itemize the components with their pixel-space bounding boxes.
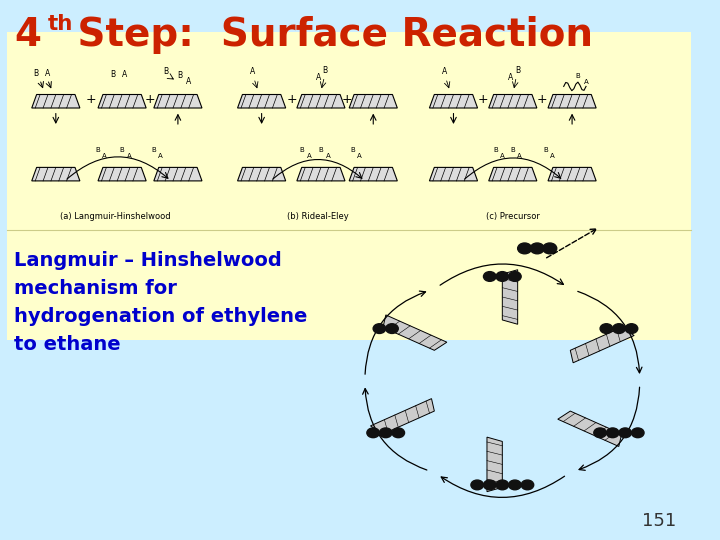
Polygon shape (558, 411, 621, 447)
Text: B: B (163, 67, 168, 76)
Text: A: A (127, 153, 132, 159)
Text: B: B (177, 71, 183, 80)
Polygon shape (32, 167, 80, 181)
Text: A: A (122, 70, 127, 79)
Circle shape (373, 324, 386, 334)
Text: A: A (315, 73, 320, 83)
Polygon shape (489, 94, 537, 108)
Text: A: A (550, 153, 555, 159)
Polygon shape (297, 94, 345, 108)
Polygon shape (371, 399, 434, 434)
Text: A: A (442, 67, 447, 76)
Text: +: + (341, 93, 352, 106)
Text: th: th (48, 14, 73, 33)
Text: B: B (575, 73, 580, 79)
Text: A: A (158, 153, 163, 159)
Circle shape (367, 428, 379, 437)
Polygon shape (32, 94, 80, 108)
Polygon shape (548, 94, 596, 108)
Text: Langmuir – Hinshelwood
mechanism for
hydrogenation of ethylene
to ethane: Langmuir – Hinshelwood mechanism for hyd… (14, 251, 307, 354)
Text: A: A (102, 153, 107, 159)
Polygon shape (238, 167, 286, 181)
Circle shape (496, 272, 508, 281)
Text: A: A (518, 153, 522, 159)
Circle shape (613, 324, 625, 334)
Text: A: A (186, 77, 191, 86)
Circle shape (543, 243, 557, 254)
FancyBboxPatch shape (7, 32, 690, 340)
Text: A: A (250, 67, 255, 76)
Polygon shape (349, 94, 397, 108)
Text: B: B (543, 147, 548, 153)
Text: (b) Rideal-Eley: (b) Rideal-Eley (287, 212, 348, 221)
Text: A: A (508, 73, 513, 83)
Text: B: B (350, 147, 355, 153)
Text: Step:  Surface Reaction: Step: Surface Reaction (64, 16, 593, 54)
Circle shape (600, 324, 613, 334)
Polygon shape (383, 315, 447, 350)
Polygon shape (98, 167, 146, 181)
Text: B: B (323, 66, 328, 75)
Text: +: + (145, 93, 156, 106)
Text: B: B (110, 70, 116, 79)
Circle shape (471, 480, 484, 490)
Text: B: B (318, 147, 323, 153)
Circle shape (518, 243, 531, 254)
Circle shape (606, 428, 619, 437)
Circle shape (530, 243, 544, 254)
Polygon shape (489, 167, 537, 181)
Circle shape (521, 480, 534, 490)
Polygon shape (154, 94, 202, 108)
Text: B: B (493, 147, 498, 153)
Text: B: B (151, 147, 156, 153)
Polygon shape (548, 167, 596, 181)
Text: B: B (510, 147, 515, 153)
Circle shape (379, 428, 392, 437)
Polygon shape (154, 167, 202, 181)
Circle shape (625, 324, 638, 334)
Text: +: + (86, 93, 96, 106)
Polygon shape (238, 94, 286, 108)
Circle shape (392, 428, 405, 437)
Text: B: B (515, 66, 521, 75)
Text: +: + (477, 93, 488, 106)
Text: 4: 4 (14, 16, 41, 54)
Text: A: A (325, 153, 330, 159)
Polygon shape (429, 94, 477, 108)
Circle shape (619, 428, 631, 437)
Text: B: B (120, 147, 125, 153)
Text: B: B (95, 147, 100, 153)
Polygon shape (297, 167, 345, 181)
Circle shape (386, 324, 398, 334)
Polygon shape (487, 437, 503, 491)
Polygon shape (503, 270, 518, 324)
Text: A: A (500, 153, 505, 159)
Text: A: A (307, 153, 312, 159)
Text: A: A (357, 153, 361, 159)
Circle shape (484, 480, 496, 490)
Circle shape (594, 428, 606, 437)
Text: 151: 151 (642, 512, 677, 530)
Text: B: B (300, 147, 305, 153)
Polygon shape (98, 94, 146, 108)
Text: (c) Precursor: (c) Precursor (486, 212, 540, 221)
Circle shape (508, 480, 521, 490)
Text: A: A (584, 79, 588, 85)
Text: +: + (287, 93, 297, 106)
Polygon shape (570, 327, 634, 363)
Text: +: + (537, 93, 547, 106)
Circle shape (484, 272, 496, 281)
Circle shape (496, 480, 508, 490)
Text: A: A (45, 69, 50, 78)
Text: (a) Langmuir-Hinshelwood: (a) Langmuir-Hinshelwood (60, 212, 171, 221)
Circle shape (508, 272, 521, 281)
Polygon shape (429, 167, 477, 181)
Text: B: B (34, 69, 39, 78)
Polygon shape (349, 167, 397, 181)
Circle shape (631, 428, 644, 437)
